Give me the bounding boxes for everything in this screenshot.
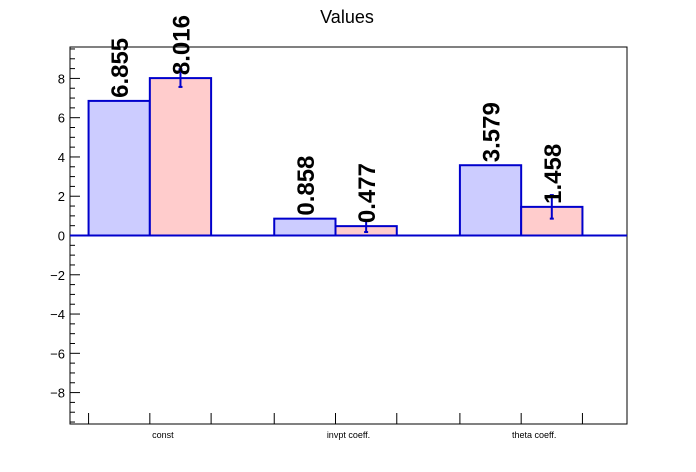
- y-tick-label: 4: [58, 150, 65, 165]
- data-label: 0.477: [354, 163, 381, 223]
- y-tick-label: 6: [58, 111, 65, 126]
- y-tick-label: −8: [50, 386, 65, 401]
- data-label: 1.458: [540, 144, 567, 204]
- bar: [87, 99, 151, 237]
- y-tick-label: 2: [58, 189, 65, 204]
- y-tick-label: 0: [58, 229, 65, 244]
- bar: [148, 77, 213, 237]
- bar: [273, 217, 337, 237]
- bar: [458, 164, 523, 237]
- x-category-label: const: [152, 430, 174, 440]
- data-label: 8.016: [168, 15, 195, 75]
- data-label: 6.855: [107, 38, 134, 98]
- x-category-label: theta coeff.: [512, 430, 556, 440]
- data-label: 0.858: [293, 156, 320, 216]
- y-tick-label: −6: [50, 346, 65, 361]
- y-tick-label: −4: [50, 307, 65, 322]
- chart-title: Values: [320, 7, 374, 27]
- y-tick-label: 8: [58, 71, 65, 86]
- y-tick-label: −2: [50, 268, 65, 283]
- data-label: 3.579: [479, 102, 506, 162]
- x-category-label: invpt coeff.: [327, 430, 370, 440]
